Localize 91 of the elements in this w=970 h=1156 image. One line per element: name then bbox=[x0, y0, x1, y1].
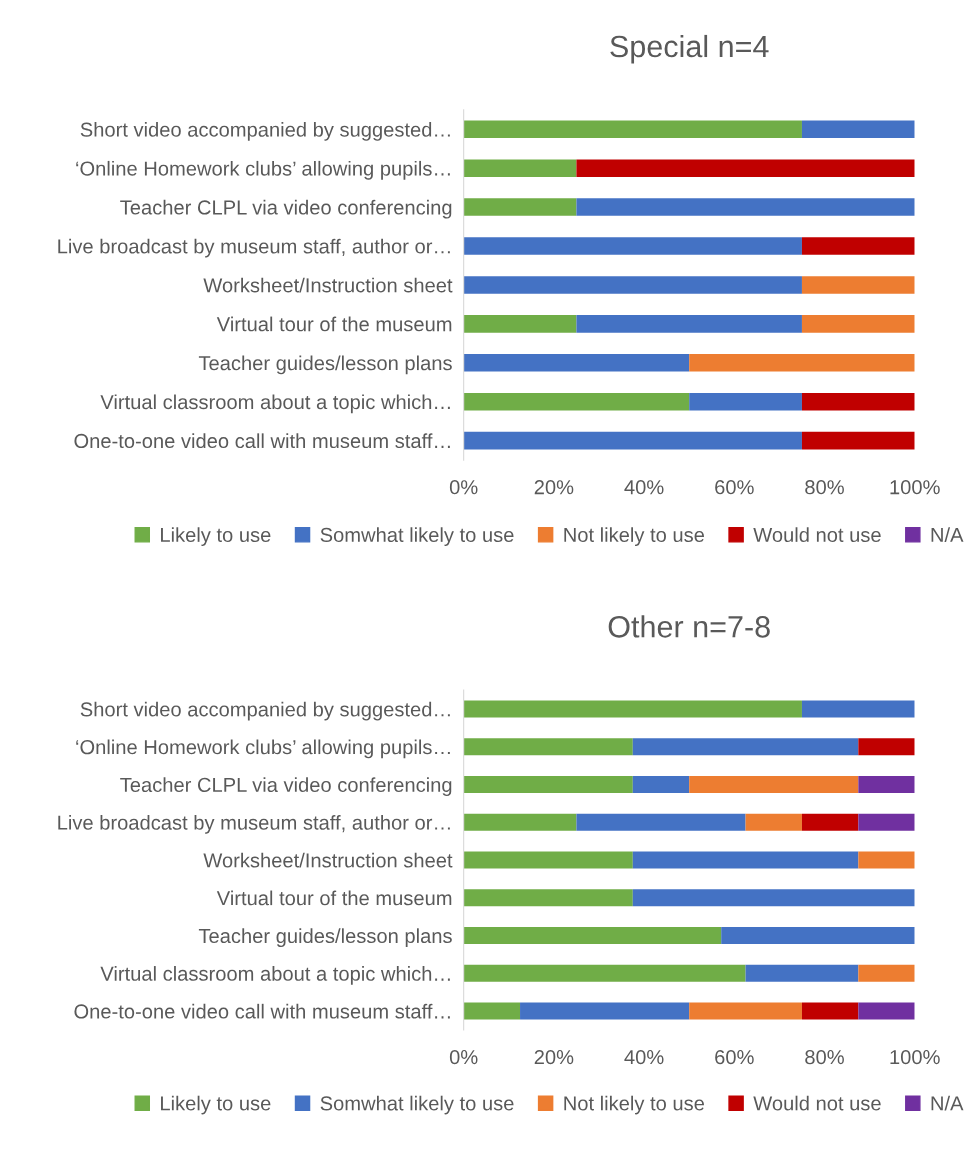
x-tick-label: 40% bbox=[624, 480, 664, 495]
x-tick-label: 40% bbox=[624, 1049, 664, 1065]
bar bbox=[463, 738, 633, 756]
bar bbox=[745, 813, 802, 831]
bar bbox=[689, 354, 915, 372]
bar bbox=[463, 851, 633, 869]
y-tick-label: One-to-one video call with museum staff… bbox=[74, 433, 450, 449]
bar bbox=[801, 813, 859, 831]
bar bbox=[689, 392, 802, 411]
bar bbox=[801, 392, 915, 411]
bar bbox=[463, 392, 690, 411]
bar bbox=[463, 1002, 521, 1020]
y-tick-label: Virtual tour of the museum bbox=[216, 890, 452, 906]
bar bbox=[576, 315, 802, 333]
bar bbox=[463, 927, 722, 945]
x-tick-label: 60% bbox=[715, 1049, 754, 1065]
bar bbox=[801, 431, 915, 450]
bar bbox=[463, 315, 577, 333]
bar bbox=[632, 776, 690, 794]
y-tick-label: Teacher CLPL via video conferencing bbox=[120, 777, 452, 797]
x-tick-label: 80% bbox=[805, 1049, 844, 1065]
bar bbox=[858, 1002, 915, 1020]
x-tick-label: 0% bbox=[449, 480, 478, 495]
legend-label: N/A bbox=[931, 1095, 964, 1111]
legend-label: Somwhat likely to use bbox=[320, 527, 514, 547]
y-tick-label: Virtual classroom about a topic which… bbox=[100, 394, 450, 414]
y-tick-label: Teacher guides/lesson plans bbox=[198, 355, 452, 375]
chart-title: Other n=7-8 bbox=[608, 615, 770, 638]
y-tick-label: Worksheet/Instruction sheet bbox=[203, 277, 453, 293]
bar bbox=[801, 1002, 859, 1020]
x-tick-label: 80% bbox=[805, 480, 844, 495]
legend-label: Not likely to use bbox=[564, 1095, 704, 1115]
y-tick-label: Short video accompanied by suggested… bbox=[80, 701, 450, 721]
y-tick-label: Teacher CLPL via video conferencing bbox=[120, 199, 452, 219]
bar bbox=[463, 776, 633, 794]
x-tick-label: 100% bbox=[890, 1049, 940, 1065]
y-tick-label: Teacher guides/lesson plans bbox=[198, 928, 452, 948]
bar bbox=[858, 776, 915, 794]
y-tick-label: ‘Online Homework clubs’ allowing pupils… bbox=[76, 739, 450, 759]
bar bbox=[463, 354, 690, 372]
bar bbox=[801, 120, 915, 139]
bar bbox=[858, 851, 915, 869]
bar bbox=[463, 237, 802, 255]
chart-title: Special n=4 bbox=[610, 34, 769, 64]
bar bbox=[463, 964, 746, 982]
y-tick-label: Live broadcast by museum staff, author or… bbox=[58, 815, 450, 834]
bar bbox=[576, 813, 746, 831]
y-tick-label: Short video accompanied by suggested… bbox=[80, 121, 450, 141]
bar bbox=[689, 776, 859, 794]
x-tick-label: 20% bbox=[534, 1049, 574, 1065]
bar bbox=[721, 927, 915, 945]
bar bbox=[858, 813, 915, 831]
bar bbox=[632, 889, 915, 907]
y-tick-label: Live broadcast by museum staff, author or… bbox=[58, 238, 450, 258]
bar bbox=[463, 813, 577, 831]
bar bbox=[858, 964, 915, 982]
legend-label: N/A bbox=[931, 527, 964, 543]
bar bbox=[463, 198, 577, 216]
x-tick-label: 20% bbox=[534, 480, 574, 495]
legend-label: Not likely to use bbox=[564, 527, 704, 547]
bar bbox=[689, 1002, 802, 1020]
bar bbox=[520, 1002, 690, 1020]
bar bbox=[463, 889, 633, 907]
y-tick-label: ‘Online Homework clubs’ allowing pupils… bbox=[76, 160, 450, 180]
bar bbox=[632, 851, 859, 869]
bar bbox=[463, 700, 802, 718]
bar bbox=[858, 738, 915, 756]
legend-label: Somwhat likely to use bbox=[320, 1095, 514, 1115]
bar bbox=[801, 237, 915, 255]
y-tick-label: One-to-one video call with museum staff… bbox=[74, 1003, 450, 1019]
legend-label: Would not use bbox=[753, 1095, 881, 1111]
legend-label: Likely to use bbox=[161, 1095, 271, 1115]
bar bbox=[463, 159, 577, 177]
bar bbox=[576, 159, 915, 177]
y-tick-label: Worksheet/Instruction sheet bbox=[203, 852, 453, 868]
bar bbox=[632, 738, 859, 756]
bar bbox=[745, 964, 859, 982]
bar bbox=[463, 431, 802, 450]
bar bbox=[576, 198, 915, 216]
bar bbox=[801, 315, 915, 333]
y-tick-label: Virtual tour of the museum bbox=[216, 316, 452, 332]
x-tick-label: 0% bbox=[449, 1049, 478, 1065]
bar bbox=[463, 276, 802, 294]
legend-label: Would not use bbox=[753, 527, 881, 543]
x-tick-label: 100% bbox=[890, 480, 940, 495]
x-tick-label: 60% bbox=[715, 480, 754, 495]
y-tick-label: Virtual classroom about a topic which… bbox=[100, 966, 450, 985]
bar bbox=[801, 700, 915, 718]
bar bbox=[463, 120, 802, 139]
bar bbox=[801, 276, 915, 294]
legend-label: Likely to use bbox=[161, 527, 271, 547]
